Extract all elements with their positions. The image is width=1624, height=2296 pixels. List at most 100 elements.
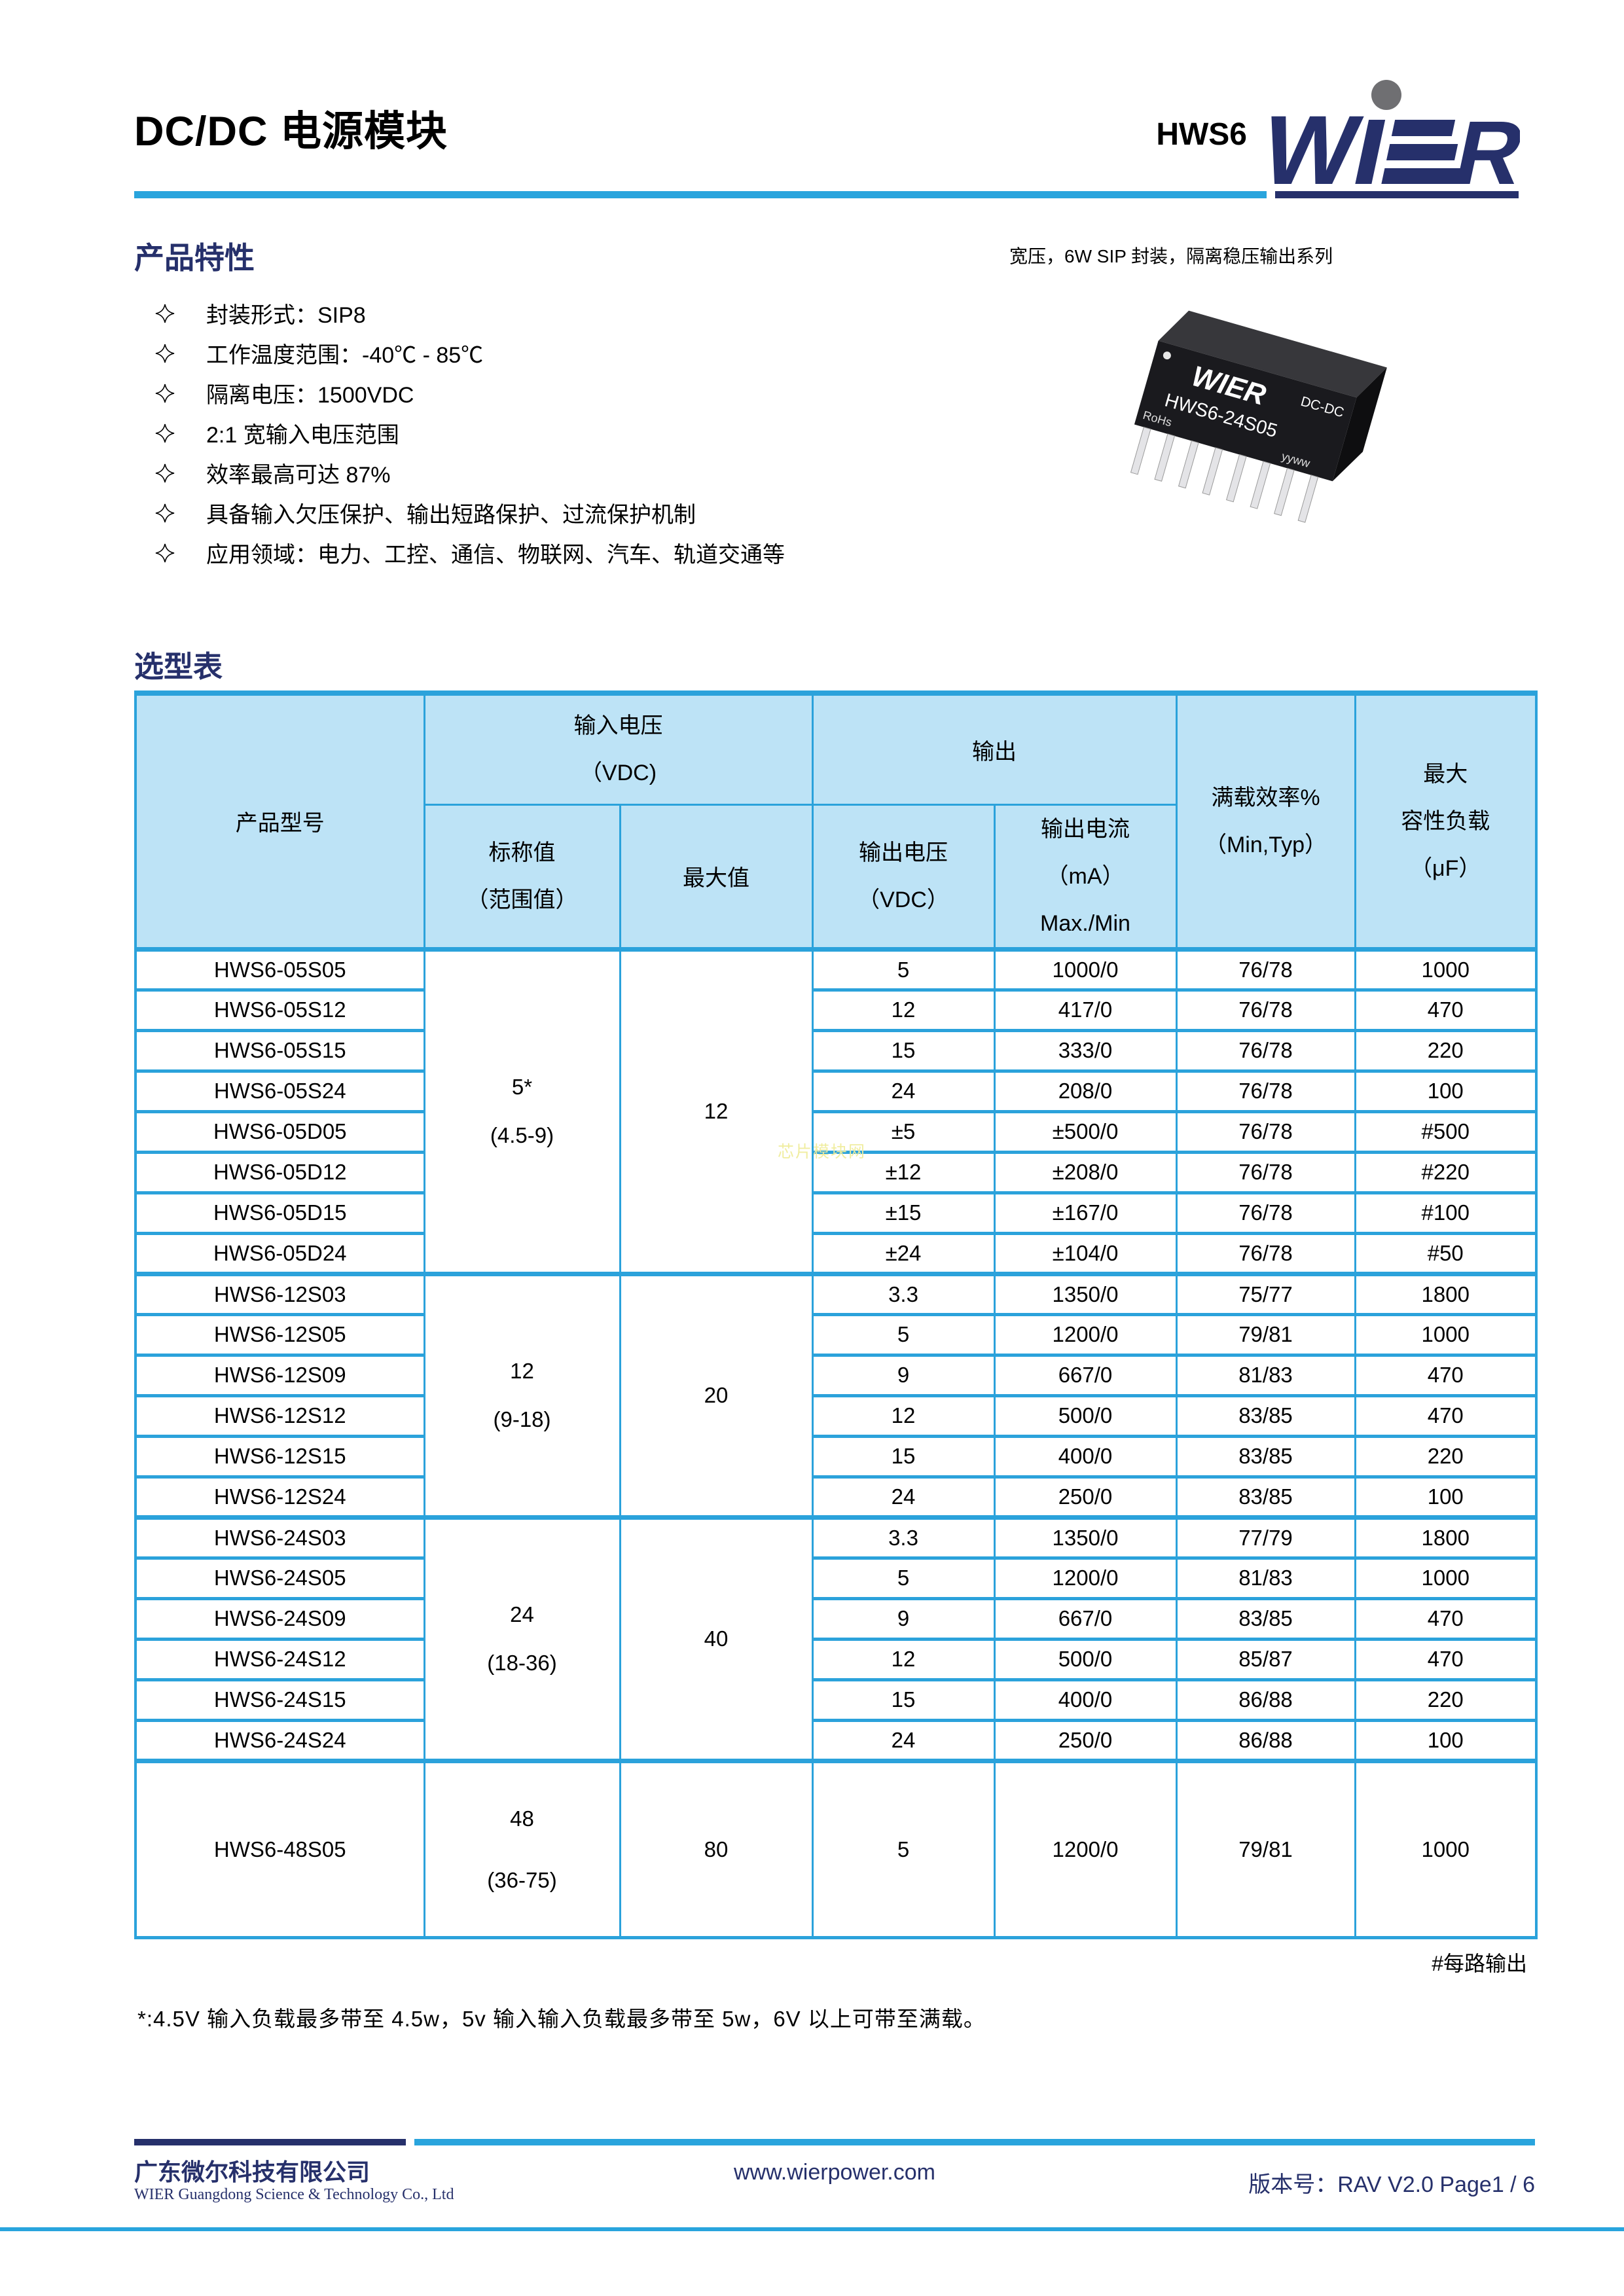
star-bullet-icon xyxy=(155,543,175,562)
website: www.wierpower.com xyxy=(734,2160,935,2185)
feature-item: 封装形式：SIP8 xyxy=(155,293,785,333)
table-row: HWS6-12S05 5 1200/0 79/81 1000 xyxy=(134,1312,1538,1357)
cell-efficiency: 76/78 xyxy=(1175,1028,1356,1073)
cell-output-current: 1350/0 xyxy=(993,1271,1178,1316)
cell-output-current: ±104/0 xyxy=(993,1231,1178,1276)
cell-efficiency: 76/78 xyxy=(1175,1191,1356,1235)
cell-model: HWS6-05S15 xyxy=(134,1028,425,1073)
cell-output-voltage: 5 xyxy=(811,1758,996,1939)
cell-output-voltage: 24 xyxy=(811,1475,996,1519)
col-header-output: 输出 xyxy=(811,692,1178,806)
table-row: HWS6-12S03 12 (9-18) 20 3.3 1350/0 75/77… xyxy=(134,1271,1538,1519)
table-row: HWS6-12S24 24 250/0 83/85 100 xyxy=(134,1475,1538,1519)
cell-model: HWS6-12S03 xyxy=(134,1271,425,1316)
features-list: 封装形式：SIP8 工作温度范围：-40℃ - 85℃ 隔离电压：1500VDC… xyxy=(155,293,785,573)
cell-output-voltage: ±12 xyxy=(811,1150,996,1194)
wier-logo-icon: W R xyxy=(1271,80,1520,190)
cell-efficiency: 75/77 xyxy=(1175,1271,1356,1316)
module-top-face xyxy=(1158,310,1387,398)
cell-efficiency: 76/78 xyxy=(1175,1231,1356,1276)
cell-model: HWS6-05D05 xyxy=(134,1109,425,1154)
logo-i-stem xyxy=(1355,120,1386,184)
footer-rule-light xyxy=(414,2139,1535,2145)
feature-text: 封装形式：SIP8 xyxy=(206,303,366,328)
table-row: HWS6-24S15 15 400/0 86/88 220 xyxy=(134,1677,1538,1722)
cell-nominal: 48 (36-75) xyxy=(423,1758,621,1939)
cell-output-voltage: 15 xyxy=(811,1028,996,1073)
cell-nominal: 24 (18-36) xyxy=(423,1515,621,1763)
cell-model: HWS6-12S12 xyxy=(134,1393,425,1438)
table-row: HWS6-48S05 48 (36-75) 80 5 1200/0 79/81 … xyxy=(134,1758,1538,1939)
cell-model: HWS6-48S05 xyxy=(134,1758,425,1939)
cell-model: HWS6-24S24 xyxy=(134,1718,425,1763)
selection-table-heading: 选型表 xyxy=(134,650,223,683)
cell-max-cap: 220 xyxy=(1354,1434,1538,1479)
cell-output-current: 667/0 xyxy=(993,1353,1178,1397)
feature-item: 应用领域：电力、工控、通信、物联网、汽车、轨道交通等 xyxy=(155,533,785,573)
feature-text: 应用领域：电力、工控、通信、物联网、汽车、轨道交通等 xyxy=(206,543,785,567)
module-side-face xyxy=(1332,367,1387,482)
cell-output-current: 1200/0 xyxy=(993,1758,1178,1939)
cell-output-current: 250/0 xyxy=(993,1475,1178,1519)
col-header-efficiency: 满载效率% （Min,Typ） xyxy=(1175,692,1356,950)
col-header-max-input: 最大值 xyxy=(619,803,814,950)
cell-model: HWS6-12S24 xyxy=(134,1475,425,1519)
cell-efficiency: 83/85 xyxy=(1175,1475,1356,1519)
feature-text: 工作温度范围：-40℃ - 85℃ xyxy=(206,343,484,368)
table-row: HWS6-24S05 5 1200/0 81/83 1000 xyxy=(134,1556,1538,1600)
cell-output-current: 1000/0 xyxy=(993,946,1178,992)
table-row: HWS6-05S24 24 208/0 76/78 100 xyxy=(134,1069,1538,1113)
cell-output-current: ±500/0 xyxy=(993,1109,1178,1154)
cell-output-current: 333/0 xyxy=(993,1028,1178,1073)
cell-max-cap: 1800 xyxy=(1354,1271,1538,1316)
table-row: HWS6-05S05 5* (4.5-9) 12 5 1000/0 76/78 … xyxy=(134,946,1538,1276)
cell-max-input: 40 xyxy=(619,1515,814,1763)
table-row: HWS6-24S24 24 250/0 86/88 100 xyxy=(134,1718,1538,1763)
table-row: HWS6-24S03 24 (18-36) 40 3.3 1350/0 77/7… xyxy=(134,1515,1538,1763)
cell-output-current: 400/0 xyxy=(993,1434,1178,1479)
header-rule-navy xyxy=(1275,191,1519,198)
cell-output-voltage: 3.3 xyxy=(811,1271,996,1316)
cell-model: HWS6-05D24 xyxy=(134,1231,425,1276)
cell-max-cap: #100 xyxy=(1354,1191,1538,1235)
selection-table: 产品型号 输入电压 （VDC) 输出 满载效率% （Min,Typ） 最大 容性… xyxy=(134,691,1538,1939)
cell-output-voltage: 3.3 xyxy=(811,1515,996,1560)
cell-efficiency: 76/78 xyxy=(1175,988,1356,1032)
cell-efficiency: 77/79 xyxy=(1175,1515,1356,1560)
table-header-row: 产品型号 输入电压 （VDC) 输出 满载效率% （Min,Typ） 最大 容性… xyxy=(134,692,1538,950)
cell-max-cap: 470 xyxy=(1354,988,1538,1032)
cell-output-current: 500/0 xyxy=(993,1393,1178,1438)
series-label: HWS6 xyxy=(1156,117,1247,152)
cell-output-current: 500/0 xyxy=(993,1637,1178,1681)
page-title: DC/DC 电源模块 xyxy=(134,109,448,154)
cell-model: HWS6-05S12 xyxy=(134,988,425,1032)
cell-output-voltage: 24 xyxy=(811,1069,996,1113)
cell-output-voltage: 9 xyxy=(811,1353,996,1397)
cell-output-current: ±208/0 xyxy=(993,1150,1178,1194)
features-heading: 产品特性 xyxy=(134,241,255,275)
logo-e-bar xyxy=(1386,144,1458,160)
module-dot xyxy=(1163,351,1171,360)
cell-output-voltage: 12 xyxy=(811,1637,996,1681)
cell-output-current: 250/0 xyxy=(993,1718,1178,1763)
logo-e-bar xyxy=(1391,120,1456,136)
feature-item: 2:1 宽输入电压范围 xyxy=(155,413,785,453)
feature-item: 工作温度范围：-40℃ - 85℃ xyxy=(155,333,785,373)
cell-output-voltage: 15 xyxy=(811,1434,996,1479)
cell-model: HWS6-12S15 xyxy=(134,1434,425,1479)
cell-model: HWS6-05S24 xyxy=(134,1069,425,1113)
cell-output-current: 667/0 xyxy=(993,1596,1178,1641)
cell-efficiency: 83/85 xyxy=(1175,1434,1356,1479)
version-info: 版本号：RAV V2.0 Page1 / 6 xyxy=(1248,2172,1535,2197)
col-header-max-capacitive-load: 最大 容性负载 （μF） xyxy=(1354,692,1538,950)
table-row: HWS6-05D12 ±12 ±208/0 76/78 #220 xyxy=(134,1150,1538,1194)
logo-letter-w: W xyxy=(1271,96,1368,190)
cell-model: HWS6-12S09 xyxy=(134,1353,425,1397)
logo-i-dot xyxy=(1371,80,1401,110)
cell-max-cap: 100 xyxy=(1354,1475,1538,1519)
cell-output-voltage: ±15 xyxy=(811,1191,996,1235)
header-rule-light xyxy=(134,191,1267,198)
star-bullet-icon xyxy=(155,423,175,442)
module-pins xyxy=(1130,426,1319,523)
